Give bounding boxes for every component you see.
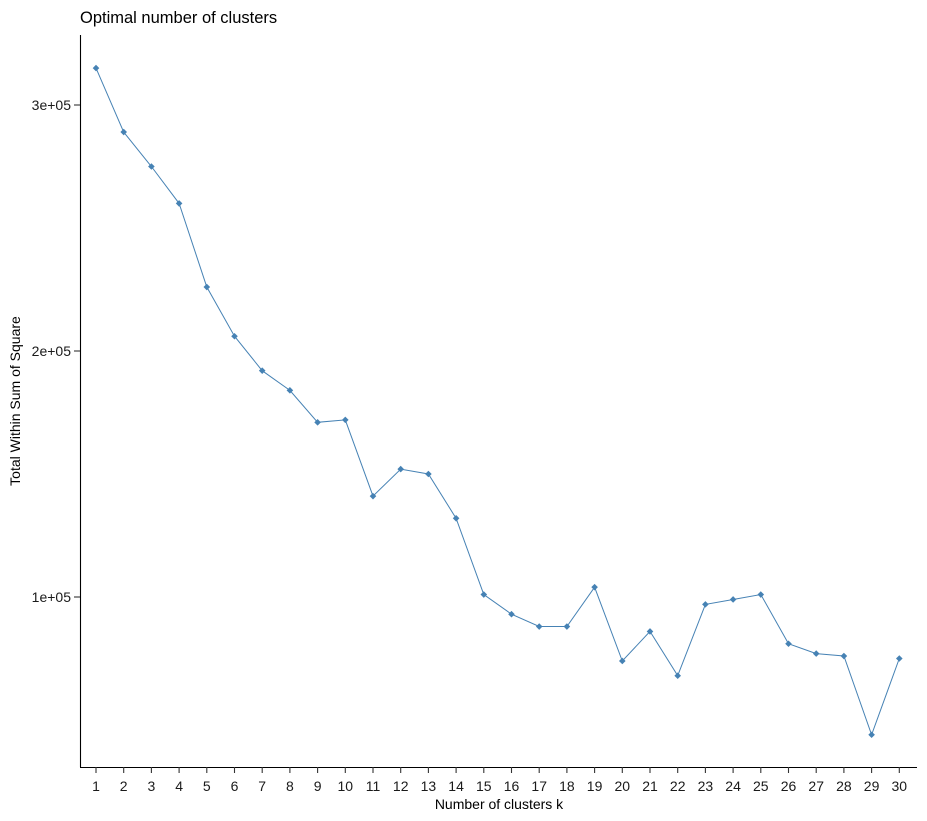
- data-point: [812, 650, 820, 657]
- data-point: [120, 128, 127, 136]
- x-tick-label: 9: [314, 778, 322, 794]
- data-point: [535, 623, 543, 630]
- plot-series: [92, 64, 903, 739]
- x-tick-label: 10: [338, 778, 354, 794]
- data-point: [757, 591, 765, 598]
- x-tick-label: 20: [615, 778, 631, 794]
- data-point: [203, 283, 211, 291]
- x-tick-label: 16: [504, 778, 520, 794]
- data-point: [646, 628, 654, 635]
- data-point: [92, 64, 100, 72]
- data-point: [896, 655, 903, 662]
- x-tick-label: 19: [587, 778, 603, 794]
- x-tick-label: 7: [258, 778, 266, 794]
- data-point: [702, 601, 709, 608]
- data-point: [508, 610, 515, 618]
- series-line: [95, 67, 900, 737]
- data-point: [342, 416, 349, 424]
- x-tick-label: 15: [476, 778, 492, 794]
- data-point: [591, 583, 598, 591]
- x-tick-label: 13: [421, 778, 437, 794]
- data-point: [425, 470, 432, 478]
- data-point: [674, 672, 681, 680]
- x-tick-label: 23: [698, 778, 714, 794]
- data-point: [148, 163, 155, 170]
- x-tick-label: 24: [725, 778, 741, 794]
- y-tick-label: 1e+05: [32, 589, 72, 605]
- data-point: [840, 652, 848, 660]
- x-tick-label: 17: [531, 778, 547, 794]
- x-tick-label: 8: [286, 778, 294, 794]
- x-tick-label: 12: [393, 778, 409, 794]
- x-tick-label: 3: [148, 778, 156, 794]
- data-point: [258, 367, 266, 374]
- data-point: [868, 731, 875, 739]
- x-tick-label: 6: [231, 778, 239, 794]
- data-point: [785, 640, 792, 648]
- data-point: [369, 492, 377, 500]
- data-point: [619, 657, 626, 665]
- x-tick-label: 5: [203, 778, 211, 794]
- data-point: [729, 596, 737, 603]
- x-tick-label: 22: [670, 778, 686, 794]
- x-tick-label: 14: [448, 778, 464, 794]
- data-point: [563, 623, 571, 630]
- x-tick-label: 21: [642, 778, 658, 794]
- data-point: [452, 514, 460, 522]
- x-tick-label: 4: [175, 778, 183, 794]
- data-point: [286, 387, 294, 394]
- data-point: [231, 332, 238, 340]
- y-axis-ticks: 1e+05 2e+05 3e+05: [32, 97, 80, 605]
- x-tick-label: 2: [120, 778, 128, 794]
- x-axis-title: Number of clusters k: [435, 796, 564, 812]
- y-tick-label: 2e+05: [32, 343, 72, 359]
- x-tick-label: 11: [366, 778, 381, 794]
- x-tick-label: 28: [836, 778, 852, 794]
- data-point: [480, 591, 488, 598]
- x-tick-label: 26: [781, 778, 797, 794]
- chart-title: Optimal number of clusters: [80, 9, 277, 27]
- y-tick-label: 3e+05: [32, 97, 72, 113]
- x-tick-label: 1: [92, 778, 100, 794]
- data-point: [314, 419, 321, 426]
- x-tick-label: 30: [892, 778, 908, 794]
- x-tick-label: 27: [808, 778, 824, 794]
- data-point: [397, 465, 404, 473]
- x-tick-label: 18: [559, 778, 575, 794]
- data-point: [175, 200, 183, 207]
- x-tick-label: 29: [864, 778, 880, 794]
- x-axis-ticks: 1 2 3 4 5 6 7 8 9 10 11 12 13 14 15 16 17 18 19 20 21 22 23 24 2…: [92, 767, 907, 794]
- y-axis-title: Total Within Sum of Square: [7, 316, 23, 486]
- x-tick-label: 25: [753, 778, 769, 794]
